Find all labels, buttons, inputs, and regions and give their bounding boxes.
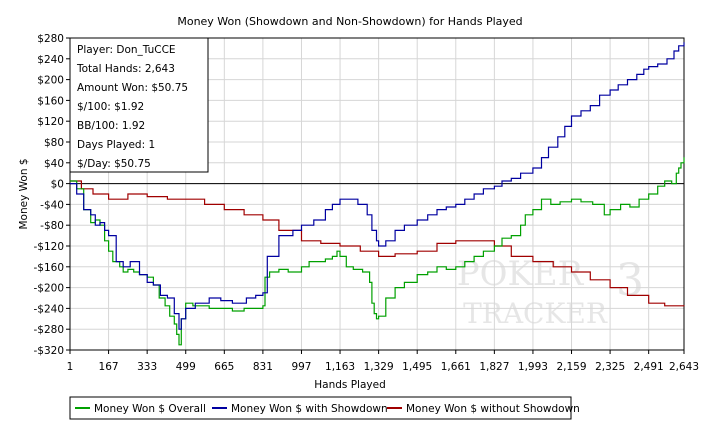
y-axis-label: Money Won $: [18, 158, 30, 229]
y-tick-label-6: $40: [44, 158, 64, 170]
x-axis: 1 167 333 499 665 831 997 1,163 1,329 1,495 1,661 1…: [67, 350, 699, 373]
y-tick-label-13: -$240: [33, 303, 64, 315]
y-tick-label-0: $280: [37, 33, 64, 45]
y-tick-label-3: $160: [37, 95, 64, 107]
stat-total-hands: Total Hands: 2,643: [76, 63, 175, 75]
stat-player: Player: Don_TuCCE: [77, 44, 176, 56]
pokertracker-watermark: POKER 3 TRACKER: [457, 254, 644, 330]
x-axis-label: Hands Played: [314, 379, 385, 391]
x-tick-label-4: 665: [214, 361, 234, 373]
x-tick-label-6: 997: [291, 361, 311, 373]
x-tick-label-2: 333: [137, 361, 157, 373]
x-tick-label-1: 167: [99, 361, 119, 373]
legend-label-nonshowdown: Money Won $ without Showdown: [406, 403, 580, 415]
x-tick-label-16: 2,643: [669, 361, 699, 373]
y-axis: $280 $240 $200 $160 $120 $80 $40 $0 -$40 -$80 -$12…: [33, 33, 70, 357]
x-tick-label-13: 2,159: [556, 361, 586, 373]
watermark-digit: 3: [616, 255, 644, 306]
legend-frame: [69, 396, 572, 420]
y-tick-label-4: $120: [37, 116, 64, 128]
x-tick-label-9: 1,495: [402, 361, 432, 373]
stats-box-frame: [69, 37, 209, 173]
y-tick-label-2: $200: [37, 75, 64, 87]
x-tick-label-7: 1,163: [325, 361, 355, 373]
chart-legend: Money Won $ Overall Money Won $ with Sho…: [69, 396, 580, 420]
watermark-line2: TRACKER: [463, 297, 608, 330]
stat-dollars-per-100: $/100: $1.92: [77, 101, 144, 113]
stat-days-played: Days Played: 1: [77, 139, 155, 151]
y-tick-label-1: $240: [37, 54, 64, 66]
x-tick-label-11: 1,827: [479, 361, 509, 373]
y-tick-label-7: $0: [51, 179, 64, 191]
y-tick-label-14: -$280: [33, 324, 64, 336]
y-tick-label-11: -$160: [33, 262, 64, 274]
stat-bb-per-100: BB/100: 1.92: [77, 120, 145, 132]
series-line-money-won-without-showdown: [70, 180, 685, 307]
plot-frame: [69, 37, 685, 351]
x-tick-label-0: 1: [67, 361, 74, 373]
y-tick-label-8: -$40: [40, 199, 64, 211]
y-tick-label-5: $80: [44, 137, 64, 149]
legend-label-showdown: Money Won $ with Showdown: [231, 403, 388, 415]
stat-amount-won: Amount Won: $50.75: [77, 82, 188, 94]
x-tick-label-15: 2,491: [634, 361, 664, 373]
legend-label-overall: Money Won $ Overall: [94, 403, 206, 415]
x-tick-label-12: 1,993: [518, 361, 548, 373]
x-tick-label-10: 1,661: [441, 361, 471, 373]
series-layer: [70, 42, 685, 346]
y-tick-label-9: -$80: [40, 220, 64, 232]
x-tick-label-14: 2,325: [595, 361, 625, 373]
player-stats-box: Player: Don_TuCCE Total Hands: 2,643 Amo…: [69, 37, 209, 173]
stat-dollars-per-day: $/Day: $50.75: [77, 158, 151, 170]
y-tick-label-12: -$200: [33, 283, 64, 295]
y-tick-label-10: -$120: [33, 241, 64, 253]
chart-title: Money Won (Showdown and Non-Showdown) fo…: [177, 15, 522, 28]
x-tick-label-3: 499: [176, 361, 196, 373]
x-tick-label-5: 831: [253, 361, 273, 373]
y-tick-label-15: -$320: [33, 345, 64, 357]
series-line-money-won-with-showdown: [70, 42, 685, 330]
x-tick-label-8: 1,329: [364, 361, 394, 373]
